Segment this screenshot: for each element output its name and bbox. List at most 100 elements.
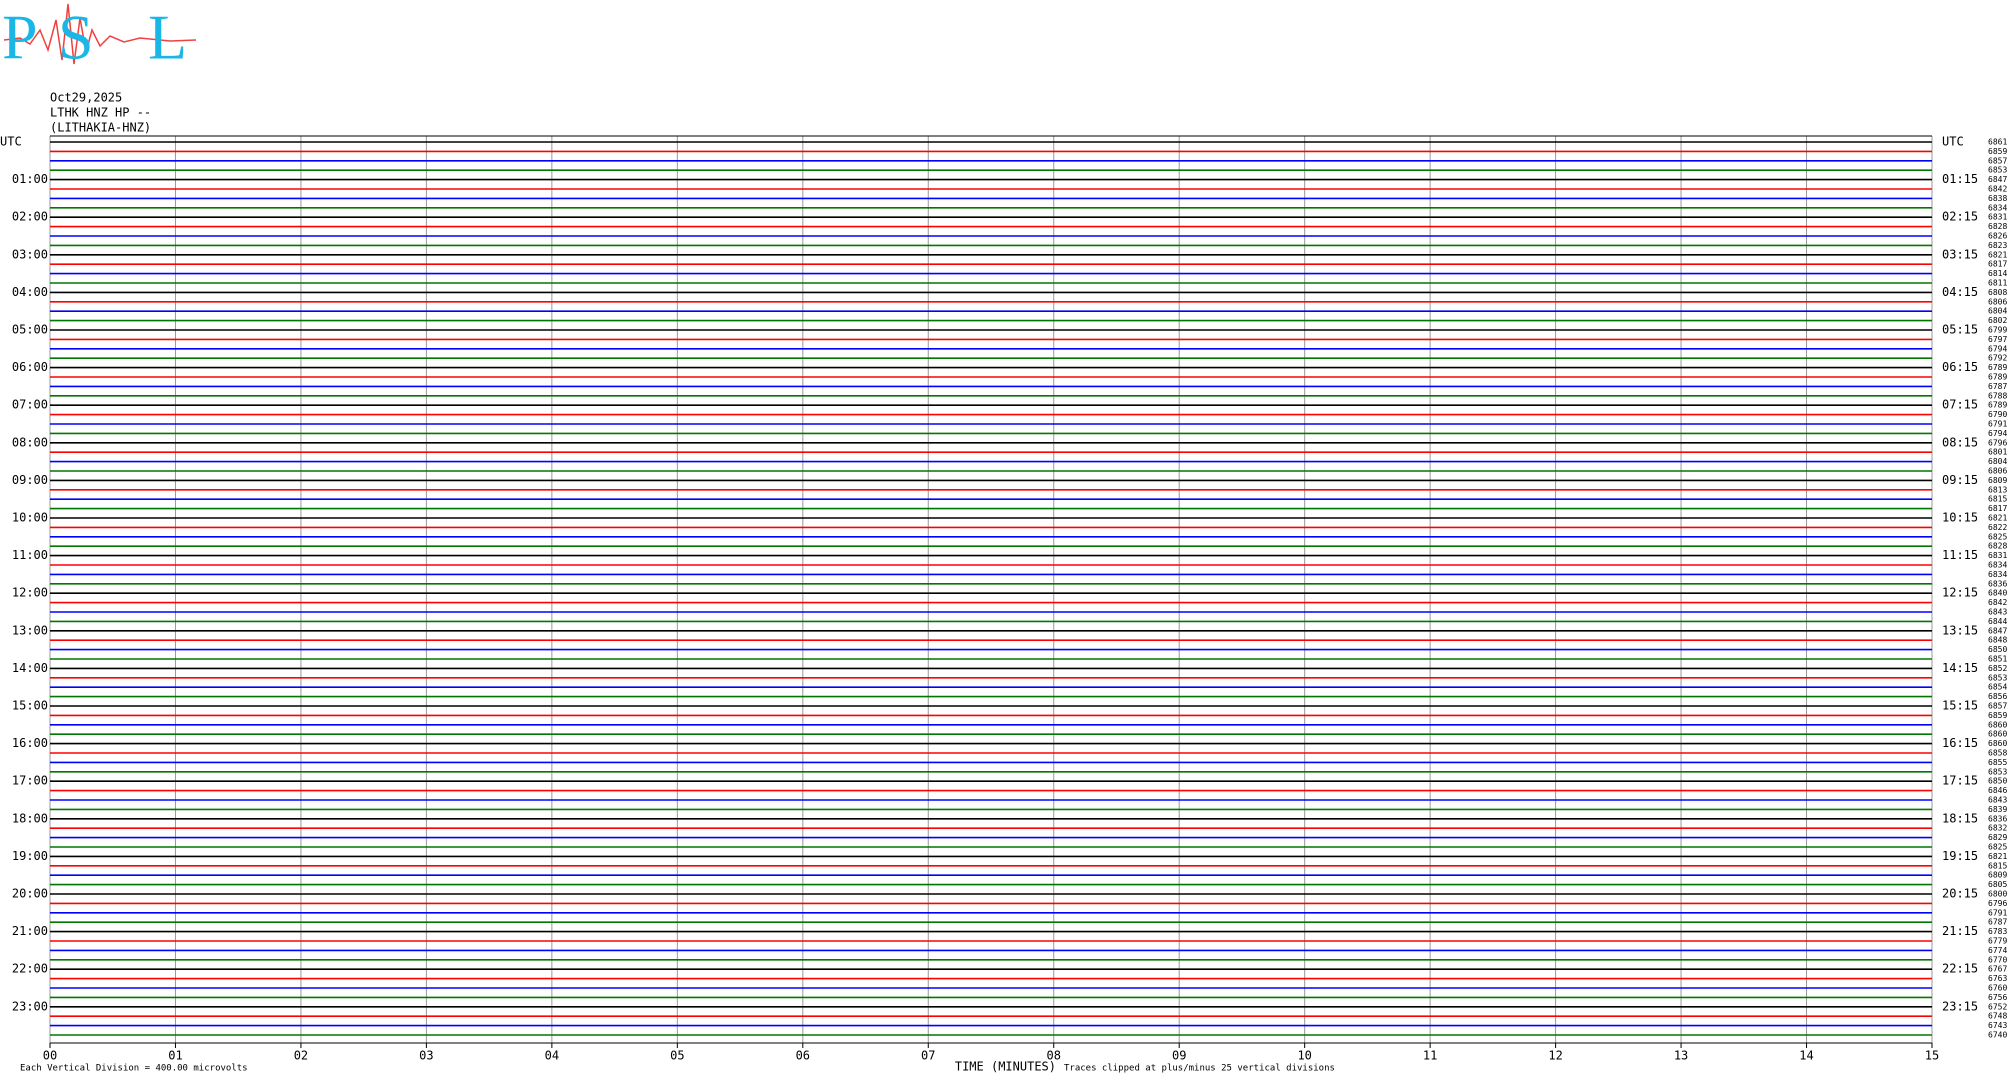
trace-count: 6860 — [1988, 720, 2007, 729]
time-label: 03:15 — [1942, 247, 1978, 261]
time-label: 04:15 — [1942, 285, 1978, 299]
trace-count: 6814 — [1988, 269, 2007, 278]
x-tick-label: 05 — [670, 1049, 684, 1063]
time-label: UTC — [0, 135, 22, 149]
trace-count: 6748 — [1988, 1012, 2007, 1021]
trace-count: 6855 — [1988, 758, 2007, 767]
trace-count: 6794 — [1988, 429, 2007, 438]
date: Oct29,2025 — [50, 91, 122, 105]
time-label: 14:00 — [12, 661, 48, 675]
trace-count: 6790 — [1988, 410, 2007, 419]
time-label: 22:00 — [12, 962, 48, 976]
trace-count: 6832 — [1988, 824, 2007, 833]
time-label: 20:00 — [12, 887, 48, 901]
trace-count: 6792 — [1988, 354, 2007, 363]
station: LTHK HNZ HP -- — [50, 106, 151, 120]
time-label: 13:15 — [1942, 623, 1978, 637]
trace-count: 6825 — [1988, 532, 2007, 541]
trace-count: 6848 — [1988, 636, 2007, 645]
logo-letter: S — [58, 2, 94, 73]
time-label: 11:00 — [12, 548, 48, 562]
trace-count: 6794 — [1988, 344, 2007, 353]
time-label: 02:00 — [12, 210, 48, 224]
time-label: 05:15 — [1942, 323, 1978, 337]
x-tick-label: 08 — [1047, 1049, 1061, 1063]
trace-count: 6826 — [1988, 232, 2007, 241]
trace-count: 6854 — [1988, 683, 2007, 692]
time-label: 05:00 — [12, 323, 48, 337]
trace-count: 6743 — [1988, 1021, 2007, 1030]
trace-count: 6852 — [1988, 664, 2007, 673]
time-label: 19:00 — [12, 849, 48, 863]
x-tick-label: 14 — [1799, 1049, 1813, 1063]
logo-letter: P — [2, 2, 38, 73]
time-label: 17:00 — [12, 774, 48, 788]
trace-count: 6856 — [1988, 692, 2007, 701]
time-label: 09:15 — [1942, 473, 1978, 487]
trace-count: 6834 — [1988, 561, 2007, 570]
time-label: 12:15 — [1942, 586, 1978, 600]
trace-count: 6770 — [1988, 955, 2007, 964]
time-label: 06:00 — [12, 360, 48, 374]
trace-count: 6815 — [1988, 495, 2007, 504]
trace-count: 6783 — [1988, 927, 2007, 936]
trace-count: 6846 — [1988, 786, 2007, 795]
trace-count: 6806 — [1988, 297, 2007, 306]
station-name: (LITHAKIA-HNZ) — [50, 121, 151, 135]
trace-count: 6844 — [1988, 617, 2007, 626]
time-label: 21:00 — [12, 924, 48, 938]
trace-count: 6831 — [1988, 551, 2007, 560]
x-tick-label: 00 — [43, 1049, 57, 1063]
trace-count: 6853 — [1988, 673, 2007, 682]
trace-count: 6857 — [1988, 156, 2007, 165]
time-label: 19:15 — [1942, 849, 1978, 863]
time-label: 08:15 — [1942, 435, 1978, 449]
time-label: 07:15 — [1942, 398, 1978, 412]
time-label: 14:15 — [1942, 661, 1978, 675]
trace-count: 6805 — [1988, 880, 2007, 889]
trace-count: 6847 — [1988, 175, 2007, 184]
trace-count: 6779 — [1988, 937, 2007, 946]
trace-count: 6836 — [1988, 579, 2007, 588]
trace-count: 6831 — [1988, 213, 2007, 222]
trace-count: 6791 — [1988, 908, 2007, 917]
time-label: 15:00 — [12, 699, 48, 713]
trace-count: 6817 — [1988, 260, 2007, 269]
time-label: 18:00 — [12, 811, 48, 825]
trace-count: 6857 — [1988, 702, 2007, 711]
trace-count: 6842 — [1988, 185, 2007, 194]
scale-note: Each Vertical Division = 400.00 microvol… — [20, 1064, 248, 1074]
trace-count: 6801 — [1988, 448, 2007, 457]
trace-count: 6851 — [1988, 655, 2007, 664]
trace-count: 6850 — [1988, 777, 2007, 786]
time-label: 11:15 — [1942, 548, 1978, 562]
trace-count: 6804 — [1988, 457, 2007, 466]
trace-count: 6791 — [1988, 420, 2007, 429]
time-label: 10:00 — [12, 511, 48, 525]
trace-count: 6813 — [1988, 485, 2007, 494]
logo-wave — [3, 3, 197, 65]
trace-count: 6847 — [1988, 626, 2007, 635]
trace-count: 6809 — [1988, 476, 2007, 485]
trace-count: 6800 — [1988, 890, 2007, 899]
trace-count: 6756 — [1988, 993, 2007, 1002]
trace-count: 6789 — [1988, 373, 2007, 382]
trace-count: 6740 — [1988, 1031, 2007, 1040]
trace-count: 6860 — [1988, 730, 2007, 739]
time-label: 18:15 — [1942, 811, 1978, 825]
trace-count: 6808 — [1988, 288, 2007, 297]
x-tick-label: 01 — [168, 1049, 182, 1063]
x-tick-label: 10 — [1297, 1049, 1311, 1063]
trace-count: 6859 — [1988, 147, 2007, 156]
trace-count: 6802 — [1988, 316, 2007, 325]
x-tick-label: 03 — [419, 1049, 433, 1063]
x-tick-label: 15 — [1925, 1049, 1939, 1063]
trace-count: 6799 — [1988, 326, 2007, 335]
trace-count: 6859 — [1988, 711, 2007, 720]
trace-count: 6828 — [1988, 222, 2007, 231]
x-tick-label: 04 — [545, 1049, 559, 1063]
trace-count: 6811 — [1988, 279, 2007, 288]
trace-count: 6821 — [1988, 250, 2007, 259]
time-label: 23:00 — [12, 999, 48, 1013]
